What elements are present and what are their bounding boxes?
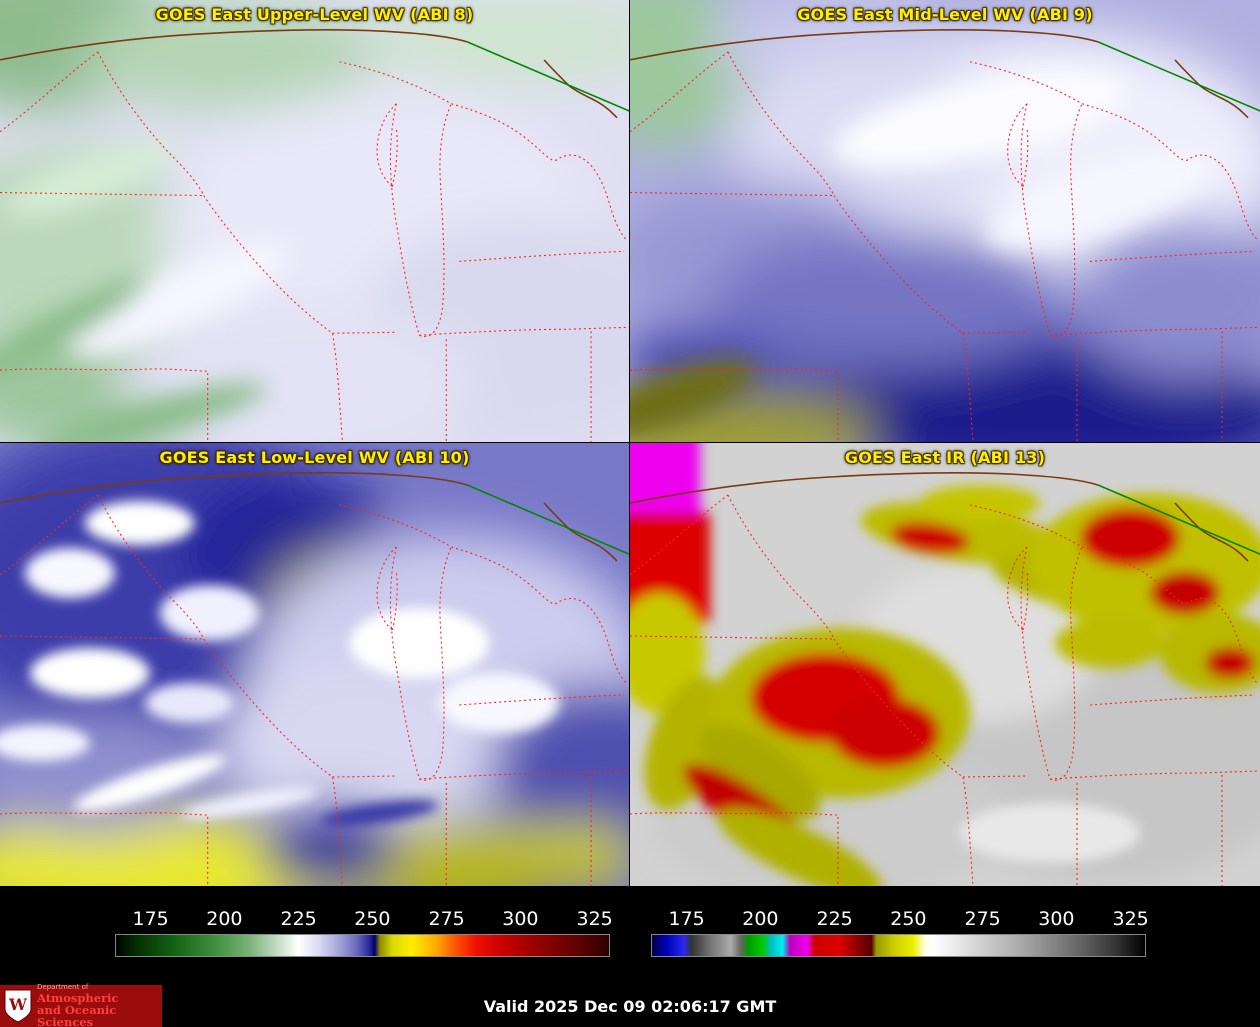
ir-image (630, 443, 1260, 886)
tick-label: 200 (742, 908, 779, 930)
mid-level-wv-image (630, 0, 1260, 442)
tick-label: 225 (280, 908, 317, 930)
logo-dept-line: Department of (37, 983, 89, 992)
svg-text:W: W (8, 995, 28, 1014)
footer: W Department of Atmospheric and Oceanic … (0, 983, 1260, 1027)
panel-title-low-wv: GOES East Low-Level WV (ABI 10) (159, 448, 470, 467)
uw-crest-icon: W (4, 989, 32, 1023)
panel-title-ir: GOES East IR (ABI 13) (844, 448, 1046, 467)
valid-time: Valid 2025 Dec 09 02:06:17 GMT (483, 996, 777, 1016)
ir-colorbar-gradient (651, 934, 1146, 957)
wv-colorbar-gradient (115, 934, 610, 957)
tick-label: 325 (576, 908, 613, 930)
upper-level-wv-image (0, 0, 629, 442)
ir-colorbar-ticks: 175 200 225 250 275 300 325 (651, 886, 1149, 934)
logo-line-2: and Oceanic Sciences (37, 1002, 117, 1027)
logo-text: Department of Atmospheric and Oceanic Sc… (37, 983, 162, 1027)
panel-upper-level-wv[interactable]: GOES East Upper-Level WV (ABI 8) (0, 0, 629, 442)
tick-label: 275 (428, 908, 465, 930)
tick-label: 275 (964, 908, 1001, 930)
panel-title-mid-wv: GOES East Mid-Level WV (ABI 9) (797, 5, 1093, 24)
panel-ir[interactable]: GOES East IR (ABI 13) (630, 443, 1260, 886)
ir-colorbar: 175 200 225 250 275 300 325 (651, 886, 1149, 985)
panel-title-upper-wv: GOES East Upper-Level WV (ABI 8) (155, 5, 474, 24)
tick-label: 225 (816, 908, 853, 930)
panel-mid-level-wv[interactable]: GOES East Mid-Level WV (ABI 9) (630, 0, 1260, 442)
uw-aos-logo[interactable]: W Department of Atmospheric and Oceanic … (0, 983, 162, 1027)
panel-low-level-wv[interactable]: GOES East Low-Level WV (ABI 10) (0, 443, 629, 886)
satellite-grid: GOES East Upper-Level WV (ABI 8) (0, 0, 1260, 886)
tick-label: 175 (668, 908, 705, 930)
tick-label: 300 (502, 908, 539, 930)
tick-label: 200 (206, 908, 243, 930)
tick-label: 300 (1038, 908, 1075, 930)
logo-line-1: Atmospheric (37, 990, 119, 1005)
wv-colorbar: 175 200 225 250 275 300 325 (115, 886, 613, 985)
tick-label: 175 (132, 908, 169, 930)
wv-colorbar-ticks: 175 200 225 250 275 300 325 (115, 886, 613, 934)
tick-label: 325 (1112, 908, 1149, 930)
colorbar-row: 175 200 225 250 275 300 325 175 200 225 … (0, 886, 1260, 985)
tick-label: 250 (354, 908, 391, 930)
low-level-wv-image (0, 443, 629, 886)
tick-label: 250 (890, 908, 927, 930)
